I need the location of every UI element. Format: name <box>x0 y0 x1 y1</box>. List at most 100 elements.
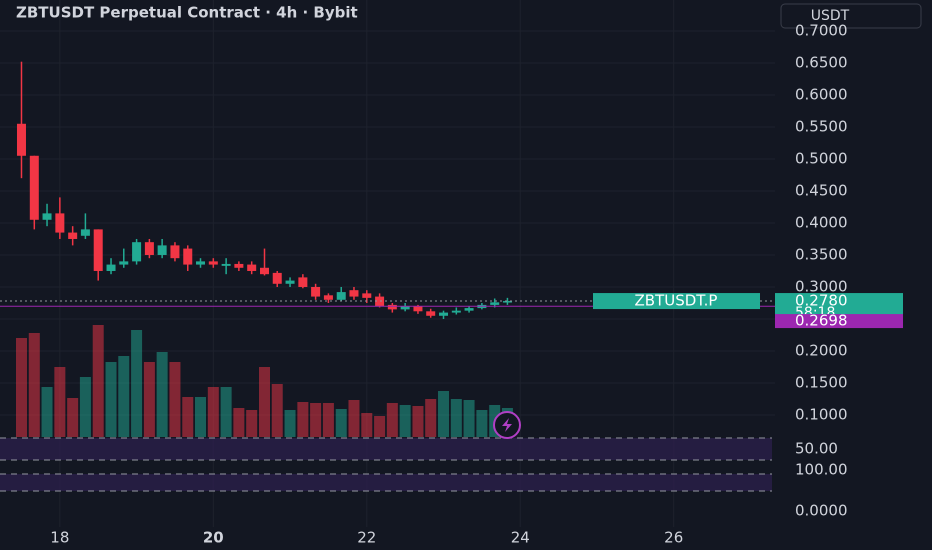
candle-body <box>323 295 333 300</box>
y-tick-label: 0.2000 <box>795 341 848 359</box>
candle-body <box>157 245 167 255</box>
symbol-tag <box>593 293 760 310</box>
volume-bar <box>92 325 104 437</box>
volume-bar <box>131 330 143 437</box>
volume-bar <box>169 362 181 437</box>
candle-body <box>80 229 90 236</box>
mark-price-tag <box>775 314 903 329</box>
volume-bar <box>207 387 219 437</box>
volume-bar <box>284 410 296 437</box>
x-tick-label: 26 <box>664 529 683 547</box>
candle-body <box>93 229 103 271</box>
candle-body <box>298 277 308 287</box>
candle-body <box>413 306 423 312</box>
x-tick-label: 22 <box>357 529 376 547</box>
candle-body <box>170 245 180 259</box>
volume-bar <box>399 405 411 437</box>
candle-body <box>16 123 26 156</box>
candle-body <box>362 293 372 298</box>
volume-bar <box>450 399 462 437</box>
y-tick-label: 0.3500 <box>795 245 848 263</box>
indicator-label: 0.0000 <box>795 502 848 520</box>
indicator-label: 50.00 <box>795 440 838 458</box>
volume-bar <box>118 356 130 437</box>
volume-bar <box>374 416 386 437</box>
candle-body <box>144 242 154 255</box>
candle-body <box>375 296 385 307</box>
last-price-label: 0.2780 <box>795 292 848 310</box>
volume-bar <box>361 413 373 437</box>
currency-label[interactable]: USDT <box>811 8 850 24</box>
y-tick-label: 0.5500 <box>795 117 848 135</box>
volume-bar <box>438 391 450 437</box>
volume-bar <box>28 333 40 437</box>
volume-bar <box>310 403 322 437</box>
candle-body <box>400 306 410 310</box>
candle-body <box>272 272 282 284</box>
currency-button[interactable] <box>780 3 922 29</box>
volume-bar <box>143 362 155 437</box>
volume-bar <box>335 409 347 437</box>
volume-bar <box>15 338 27 437</box>
y-tick-label: 0.5000 <box>795 149 848 167</box>
y-tick-label: 0.3000 <box>795 277 848 295</box>
candle-body <box>42 213 52 220</box>
volume-bar <box>258 367 270 437</box>
mark-price-label: 0.2698 <box>795 312 848 330</box>
volume-bar <box>271 384 283 437</box>
y-tick-label: 0.6500 <box>795 53 848 71</box>
candle-body <box>387 304 397 310</box>
y-tick-label: 0.1500 <box>795 373 848 391</box>
candle-body <box>311 286 321 297</box>
y-tick-label: 0.6000 <box>795 85 848 103</box>
volume-bar <box>233 408 245 437</box>
candle-body <box>106 264 116 271</box>
candle-body <box>451 310 461 313</box>
flash-glyph <box>502 418 512 432</box>
indicator-pane-1 <box>0 438 772 460</box>
candle-body <box>119 261 129 265</box>
chart-title: ZBTUSDT Perpetual Contract · 4h · Bybit <box>16 4 358 22</box>
x-tick-label: 18 <box>50 529 69 547</box>
candle-body <box>439 312 449 316</box>
candle-body <box>336 292 346 300</box>
volume-bar <box>195 397 207 437</box>
volume-bar <box>348 400 360 437</box>
candle-body <box>259 267 269 275</box>
volume-bar <box>105 362 117 437</box>
candle-body <box>285 280 295 284</box>
volume-bar <box>425 399 437 437</box>
y-tick-label: 0.4500 <box>795 181 848 199</box>
volume-bar <box>463 400 475 437</box>
volume-bar <box>182 397 194 437</box>
volume-bar <box>41 387 53 437</box>
x-tick-label: 24 <box>511 529 530 547</box>
y-tick-label: 0.1000 <box>795 405 848 423</box>
candle-body <box>183 248 193 265</box>
candle-body <box>464 308 474 311</box>
candle-body <box>196 261 206 265</box>
y-tick-label: 0.7000 <box>795 21 848 39</box>
volume-bar <box>476 410 488 437</box>
candle-body <box>208 261 218 265</box>
candle-body <box>426 311 436 316</box>
candle-body <box>55 213 65 233</box>
volume-bar <box>412 406 424 437</box>
candle-body <box>132 242 142 262</box>
candle-body <box>502 301 512 303</box>
indicator-pane-2 <box>0 474 772 491</box>
symbol-tag-label: ZBTUSDT.P <box>635 292 718 310</box>
volume-bar <box>54 367 66 437</box>
y-tick-label: 0.4000 <box>795 213 848 231</box>
volume-bar <box>156 352 168 437</box>
volume-bar <box>386 403 398 437</box>
volume-bar <box>246 410 258 437</box>
candle-body <box>234 263 244 268</box>
volume-bar <box>297 402 309 437</box>
candle-body <box>68 232 78 239</box>
candle-body <box>490 302 500 305</box>
volume-bar <box>79 377 91 437</box>
indicator-label: 100.00 <box>795 461 848 479</box>
